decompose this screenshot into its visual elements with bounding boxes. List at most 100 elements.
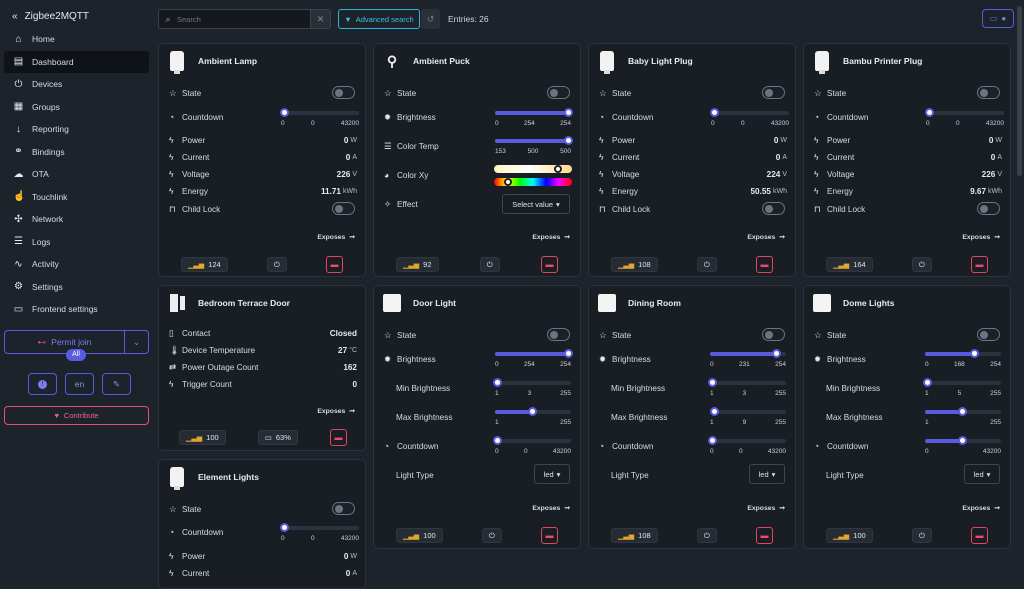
state-toggle[interactable] — [762, 86, 785, 99]
brightness-slider[interactable] — [495, 349, 573, 358]
device-view-toggle[interactable]: ▭ ● — [982, 9, 1014, 28]
nav-item-settings[interactable]: ⚙ Settings — [4, 276, 149, 299]
color-temp-picker[interactable] — [494, 165, 572, 173]
exposes-link[interactable]: Exposes ➞ — [747, 233, 785, 242]
lqi-badge[interactable]: ▁▃▅ 108 — [611, 257, 658, 272]
min-brightness-slider[interactable] — [923, 378, 1001, 387]
power-source-badge[interactable]: ⏻ — [911, 528, 932, 543]
device-title[interactable]: Element Lights — [198, 472, 259, 482]
advanced-search-button[interactable]: ▼ Advanced search — [338, 9, 420, 29]
light-type-select[interactable]: led ▾ — [749, 464, 785, 484]
state-toggle[interactable] — [332, 86, 355, 99]
device-title[interactable]: Ambient Lamp — [198, 56, 258, 66]
permit-join-button[interactable]: ⊷ Permit join — [5, 331, 125, 353]
power-source-badge[interactable]: ⏻ — [911, 257, 932, 272]
countdown-slider[interactable] — [925, 108, 1004, 117]
nav-item-touchlink[interactable]: ☝ Touchlink — [4, 186, 149, 209]
state-toggle[interactable] — [547, 86, 570, 99]
nav-item-frontend-settings[interactable]: ▭ Frontend settings — [4, 298, 149, 321]
device-title[interactable]: Dining Room — [628, 298, 681, 308]
delete-button[interactable]: ▬ — [970, 527, 988, 544]
nav-item-reporting[interactable]: ↓ Reporting — [4, 118, 149, 141]
lqi-badge[interactable]: ▁▃▅ 100 — [179, 430, 226, 445]
countdown-slider[interactable] — [925, 436, 1001, 445]
power-source-badge[interactable]: ⏻ — [696, 257, 717, 272]
device-title[interactable]: Dome Lights — [843, 298, 895, 308]
nav-item-dashboard[interactable]: ▤ Dashboard — [4, 50, 149, 73]
page-scrollbar[interactable] — [1017, 6, 1022, 176]
device-title[interactable]: Baby Light Plug — [628, 56, 693, 66]
delete-button[interactable]: ▬ — [755, 256, 773, 273]
delete-button[interactable]: ▬ — [970, 256, 988, 273]
device-title[interactable]: Bedroom Terrace Door — [198, 298, 290, 308]
state-toggle[interactable] — [762, 328, 785, 341]
color-hue-picker[interactable] — [494, 178, 572, 186]
lqi-badge[interactable]: ▁▃▅ 108 — [611, 528, 658, 543]
min-brightness-slider[interactable] — [493, 378, 571, 387]
brightness-slider[interactable] — [495, 108, 573, 117]
delete-button[interactable]: ▬ — [325, 256, 343, 273]
reset-filters-button[interactable]: ↺ — [421, 9, 440, 29]
lqi-badge[interactable]: ▁▃▅ 92 — [396, 257, 439, 272]
lqi-badge[interactable]: ▁▃▅ 124 — [181, 257, 228, 272]
brightness-slider[interactable] — [710, 349, 786, 358]
nav-item-groups[interactable]: ▦ Groups — [4, 96, 149, 119]
lqi-badge[interactable]: ▁▃▅ 100 — [826, 528, 873, 543]
child-lock-toggle[interactable] — [762, 202, 785, 215]
nav-item-home[interactable]: ⌂ Home — [4, 28, 149, 51]
state-toggle[interactable] — [977, 86, 1000, 99]
exposes-link[interactable]: Exposes ➞ — [532, 504, 570, 513]
countdown-slider[interactable] — [708, 436, 786, 445]
effect-select[interactable]: Select value ▾ — [502, 194, 570, 214]
delete-button[interactable]: ▬ — [755, 527, 773, 544]
exposes-link[interactable]: Exposes ➞ — [962, 233, 1000, 242]
permit-join-dropdown[interactable]: ⌄ — [125, 331, 148, 353]
exposes-link[interactable]: Exposes ➞ — [532, 233, 570, 242]
nav-item-network[interactable]: ✣ Network — [4, 208, 149, 231]
lqi-badge[interactable]: ▁▃▅ 100 — [396, 528, 443, 543]
min-brightness-slider[interactable] — [708, 378, 786, 387]
clear-search-button[interactable]: ✕ — [310, 10, 330, 28]
child-lock-toggle[interactable] — [977, 202, 1000, 215]
search-input[interactable] — [177, 14, 310, 24]
exposes-link[interactable]: Exposes ➞ — [317, 407, 355, 416]
device-title[interactable]: Door Light — [413, 298, 456, 308]
device-title[interactable]: Bambu Printer Plug — [843, 56, 923, 66]
color-temp-slider[interactable] — [495, 136, 573, 145]
language-button[interactable]: en — [65, 373, 94, 395]
nav-item-devices[interactable]: ⏻ Devices — [4, 73, 149, 96]
state-toggle[interactable] — [332, 502, 355, 515]
child-lock-toggle[interactable] — [332, 202, 355, 215]
exposes-link[interactable]: Exposes ➞ — [747, 504, 785, 513]
delete-button[interactable]: ▬ — [541, 256, 558, 273]
power-source-badge[interactable]: ⏻ — [481, 528, 502, 543]
contribute-button[interactable]: ♥ Contribute — [4, 406, 149, 425]
theme-button[interactable]: ✎ — [102, 373, 131, 395]
state-toggle[interactable] — [977, 328, 1000, 341]
lqi-badge[interactable]: ▁▃▅ 164 — [826, 257, 873, 272]
exposes-link[interactable]: Exposes ➞ — [317, 233, 355, 242]
battery-badge[interactable]: ▭ 63% — [257, 430, 298, 445]
max-brightness-slider[interactable] — [710, 407, 786, 416]
nav-item-activity[interactable]: ∿ Activity — [4, 253, 149, 276]
power-source-badge[interactable]: ⏻ — [479, 257, 500, 272]
countdown-slider[interactable] — [710, 108, 789, 117]
power-source-badge[interactable]: ⏻ — [266, 257, 287, 272]
device-title[interactable]: Ambient Puck — [413, 56, 470, 66]
exposes-link[interactable]: Exposes ➞ — [962, 504, 1000, 513]
light-type-select[interactable]: led ▾ — [534, 464, 570, 484]
countdown-slider[interactable] — [280, 108, 359, 117]
nav-item-logs[interactable]: ☰ Logs — [4, 231, 149, 254]
nav-item-ota[interactable]: ☁ OTA — [4, 163, 149, 186]
collapse-icon[interactable]: « — [12, 11, 18, 22]
power-source-badge[interactable]: ⏻ — [696, 528, 717, 543]
countdown-slider[interactable] — [280, 523, 359, 532]
delete-button[interactable]: ▬ — [540, 527, 558, 544]
restart-button[interactable]: ! — [28, 373, 57, 395]
brightness-slider[interactable] — [925, 349, 1001, 358]
max-brightness-slider[interactable] — [925, 407, 1001, 416]
state-toggle[interactable] — [547, 328, 570, 341]
app-brand[interactable]: « Zigbee2MQTT — [12, 11, 89, 22]
delete-button[interactable]: ▬ — [330, 429, 347, 446]
light-type-select[interactable]: led ▾ — [964, 464, 1000, 484]
